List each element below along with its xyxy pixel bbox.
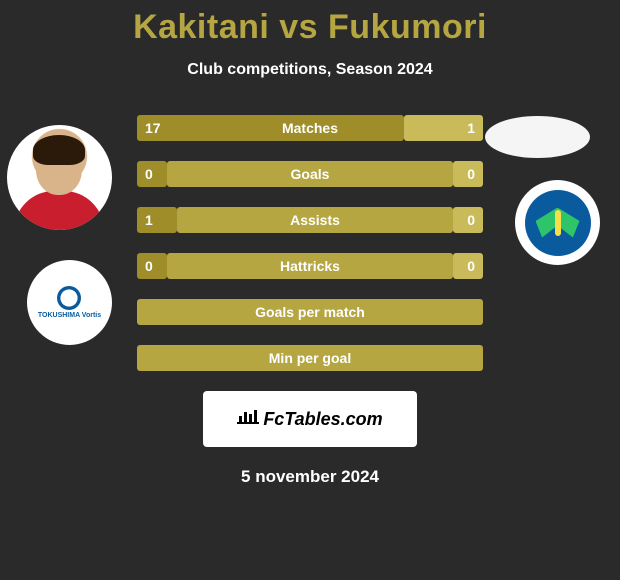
stat-value-right: 1 <box>467 120 475 136</box>
stat-row: 1 Assists 0 <box>137 207 483 233</box>
stat-row: 0 Hattricks 0 <box>137 253 483 279</box>
stat-label: Hattricks <box>280 258 340 274</box>
stat-bar-right: 1 <box>404 115 483 141</box>
stat-label: Goals <box>291 166 330 182</box>
date-label: 5 november 2024 <box>0 467 620 487</box>
stat-label: Matches <box>282 120 338 136</box>
avatar-shoulders <box>14 191 104 230</box>
stat-bar-right: 0 <box>453 161 483 187</box>
logo-text: FcTables.com <box>263 409 382 430</box>
left-club-badge: TOKUSHIMA Vortis <box>27 260 112 345</box>
stat-value-right: 0 <box>467 258 475 274</box>
page-title: Kakitani vs Fukumori <box>0 8 620 47</box>
stat-bar-right: 0 <box>453 253 483 279</box>
infographic-container: Kakitani vs Fukumori Club competitions, … <box>0 0 620 487</box>
stat-bar-left: 1 <box>137 207 177 233</box>
stat-bar-center: Hattricks <box>167 253 453 279</box>
info-bar: Min per goal <box>137 345 483 371</box>
right-club-badge <box>515 180 600 265</box>
page-subtitle: Club competitions, Season 2024 <box>0 61 620 79</box>
stat-bar-left: 0 <box>137 161 167 187</box>
info-bar-label: Min per goal <box>269 350 351 366</box>
stat-bar-center: Goals <box>167 161 453 187</box>
stat-value-right: 0 <box>467 212 475 228</box>
club-name-label: TOKUSHIMA Vortis <box>38 312 101 320</box>
info-bar-label: Goals per match <box>255 304 365 320</box>
stat-bar-center: Assists <box>177 207 453 233</box>
stat-bar-left: 0 <box>137 253 167 279</box>
stat-value-left: 0 <box>145 258 153 274</box>
stat-value-right: 0 <box>467 166 475 182</box>
stat-label: Assists <box>290 212 340 228</box>
stat-row: 0 Goals 0 <box>137 161 483 187</box>
stat-bar-left: 17 <box>137 115 404 141</box>
info-bar: Goals per match <box>137 299 483 325</box>
stat-value-left: 17 <box>145 120 161 136</box>
left-player-avatar <box>7 125 112 230</box>
stat-value-left: 1 <box>145 212 153 228</box>
club-badge-icon <box>525 190 591 256</box>
stat-value-left: 0 <box>145 166 153 182</box>
club-badge-icon: TOKUSHIMA Vortis <box>38 286 101 320</box>
stat-bar-right: 0 <box>453 207 483 233</box>
stat-row: Matches 17 1 <box>137 115 483 141</box>
right-player-avatar <box>485 116 590 158</box>
fctables-logo: FcTables.com <box>203 391 417 447</box>
avatar-hair <box>33 135 85 165</box>
chart-icon <box>237 408 259 431</box>
stats-bars-group: Matches 17 1 0 Goals 0 1 Assists 0 0 Hattricks 0 <box>137 115 483 279</box>
